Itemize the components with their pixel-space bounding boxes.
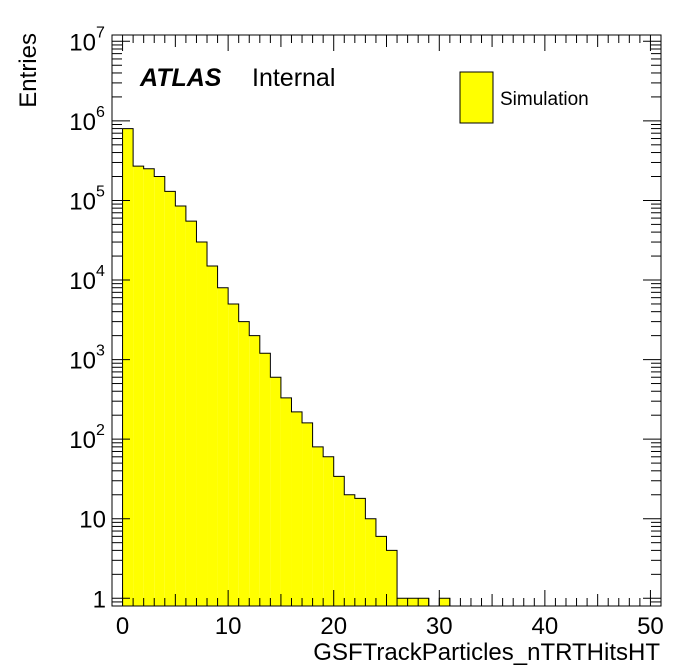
x-tick-label: 30 bbox=[426, 613, 453, 640]
legend-label-simulation: Simulation bbox=[500, 89, 589, 110]
histogram-bar bbox=[259, 353, 271, 606]
histogram-bar bbox=[418, 598, 429, 606]
histogram-bar bbox=[207, 265, 218, 606]
y-tick-exponent: 7 bbox=[96, 24, 105, 41]
histogram-bar bbox=[175, 206, 186, 607]
histogram-bar bbox=[280, 397, 292, 606]
histogram-bar bbox=[397, 598, 408, 606]
histogram-bar bbox=[323, 456, 334, 606]
legend: Simulation bbox=[459, 71, 589, 124]
histogram-bars bbox=[122, 128, 451, 607]
histogram-outline bbox=[122, 128, 451, 607]
histogram-bar bbox=[302, 422, 313, 606]
y-tick-label: 10 bbox=[79, 507, 106, 534]
y-axis-title: Entries bbox=[15, 33, 42, 108]
histogram-bar bbox=[154, 176, 165, 606]
histogram-bar bbox=[164, 191, 176, 607]
x-tick-label: 20 bbox=[320, 613, 347, 640]
y-tick-label: 10 bbox=[69, 188, 96, 215]
y-tick-exponent: 6 bbox=[96, 104, 105, 121]
legend-swatch bbox=[459, 71, 494, 124]
histogram-bar bbox=[238, 321, 250, 606]
histogram-bar bbox=[365, 518, 376, 606]
histogram-bar bbox=[196, 242, 208, 606]
y-tick-exponent: 2 bbox=[96, 422, 105, 439]
histogram-bar bbox=[312, 446, 324, 606]
atlas-label: ATLAS Internal bbox=[139, 64, 335, 92]
histogram-bar bbox=[386, 550, 398, 606]
plot-frame bbox=[111, 34, 662, 607]
histogram-bar bbox=[133, 166, 144, 607]
atlas-label-bold: ATLAS bbox=[139, 64, 222, 92]
x-tick-label: 0 bbox=[116, 613, 129, 640]
histogram-bar bbox=[122, 128, 134, 606]
histogram-bar bbox=[375, 536, 387, 606]
histogram-bar bbox=[185, 221, 197, 606]
histogram-bar bbox=[354, 498, 366, 606]
histogram-bar bbox=[228, 303, 239, 606]
histogram-bar bbox=[344, 494, 355, 606]
histogram-bar bbox=[143, 168, 155, 606]
histogram-bar bbox=[333, 476, 345, 606]
y-tick-exponent: 5 bbox=[96, 183, 105, 200]
histogram-bar bbox=[291, 411, 303, 606]
y-tick-label: 10 bbox=[69, 348, 96, 375]
histogram-bar bbox=[270, 377, 281, 606]
y-tick-label: 10 bbox=[69, 109, 96, 136]
histogram-bar bbox=[217, 287, 229, 606]
y-tick-label: 1 bbox=[93, 586, 106, 613]
x-tick-label: 40 bbox=[532, 613, 559, 640]
histogram-bar bbox=[249, 335, 260, 606]
x-tick-label: 10 bbox=[215, 613, 242, 640]
x-tick-label: 50 bbox=[637, 613, 664, 640]
x-axis-title: GSFTrackParticles_nTRTHitsHT bbox=[313, 639, 660, 666]
y-tick-label: 10 bbox=[69, 427, 96, 454]
histogram-bar bbox=[407, 598, 419, 606]
y-tick-exponent: 4 bbox=[96, 263, 105, 280]
atlas-label-internal: Internal bbox=[252, 64, 335, 92]
histogram-bar bbox=[439, 598, 450, 606]
y-tick-exponent: 3 bbox=[96, 343, 105, 360]
y-tick-label: 10 bbox=[69, 29, 96, 56]
y-tick-label: 10 bbox=[69, 268, 96, 295]
